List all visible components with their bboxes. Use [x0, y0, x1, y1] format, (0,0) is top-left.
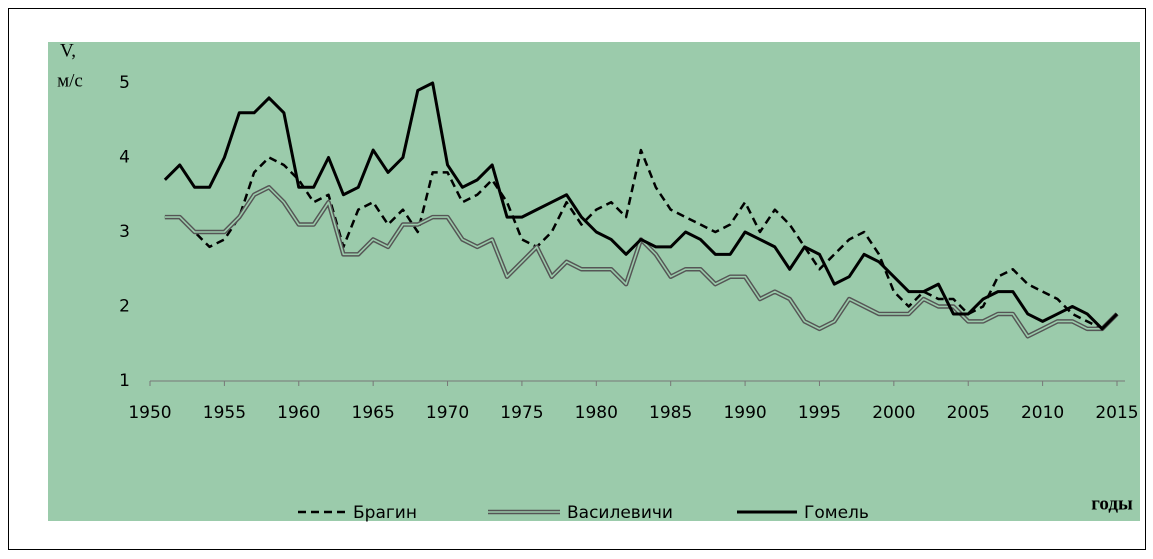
legend-label: Гомель — [804, 503, 869, 523]
y-tick-label: 4 — [119, 148, 130, 168]
y-tick-label: 2 — [119, 297, 130, 317]
y-axis-label: V, — [60, 40, 76, 61]
x-tick-label: 1990 — [723, 403, 766, 423]
x-tick-label: 1975 — [500, 403, 543, 423]
x-axis-label: годы — [1091, 493, 1133, 514]
x-tick-label: 2010 — [1021, 403, 1064, 423]
x-tick-label: 1960 — [277, 403, 320, 423]
series-line — [163, 81, 1119, 331]
y-tick-label: 1 — [119, 371, 130, 391]
x-tick-label: 2015 — [1095, 403, 1138, 423]
legend-label: Василевичи — [567, 503, 673, 523]
x-tick-label: 1970 — [426, 403, 469, 423]
x-tick-label: 1950 — [128, 403, 171, 423]
y-axis-label: м/с — [57, 70, 83, 91]
y-tick-label: 5 — [119, 73, 130, 93]
x-tick-label: 2005 — [947, 403, 990, 423]
legend-label: Брагин — [353, 503, 417, 523]
x-tick-label: 1980 — [575, 403, 618, 423]
chart-area — [48, 42, 1140, 521]
y-tick-label: 3 — [119, 222, 130, 242]
x-tick-label: 1995 — [798, 403, 841, 423]
x-tick-label: 2000 — [872, 403, 915, 423]
x-tick-label: 1965 — [352, 403, 395, 423]
series-line — [164, 148, 1118, 331]
x-tick-label: 1955 — [203, 403, 246, 423]
x-tick-label: 1985 — [649, 403, 692, 423]
